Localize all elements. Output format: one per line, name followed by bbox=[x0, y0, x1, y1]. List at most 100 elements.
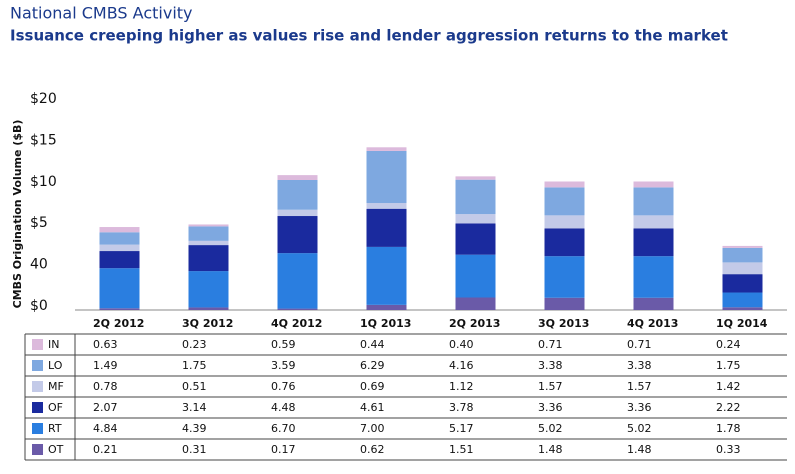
table-cell: 6.70 bbox=[271, 422, 296, 435]
bar-segment bbox=[188, 271, 229, 308]
legend-swatch bbox=[32, 402, 43, 413]
bar-segment bbox=[366, 208, 407, 247]
table-cell: 0.44 bbox=[360, 338, 385, 351]
y-tick-label: 40 bbox=[30, 257, 48, 273]
bar-segment bbox=[544, 228, 585, 257]
table-cell: 3.38 bbox=[538, 359, 563, 372]
legend-label: RT bbox=[48, 422, 62, 435]
bar-segment bbox=[188, 245, 229, 272]
table-cell: 1.78 bbox=[716, 422, 741, 435]
table-cell: 1.51 bbox=[449, 443, 474, 456]
table-cell: 0.69 bbox=[360, 380, 385, 393]
x-tick-label: 3Q 2012 bbox=[182, 317, 233, 330]
bar-segment bbox=[277, 209, 318, 217]
bar-segment bbox=[99, 268, 140, 309]
table-cell: 0.78 bbox=[93, 380, 118, 393]
bar-segment bbox=[188, 226, 229, 241]
table-cell: 1.48 bbox=[627, 443, 652, 456]
x-tick-label: 4Q 2012 bbox=[271, 317, 322, 330]
bar-segment bbox=[633, 187, 674, 216]
table-cell: 4.84 bbox=[93, 422, 118, 435]
bar-segment bbox=[366, 147, 407, 151]
bar-segment bbox=[99, 251, 140, 269]
legend-label: OF bbox=[48, 401, 63, 414]
table-cell: 0.31 bbox=[182, 443, 207, 456]
table-cell: 6.29 bbox=[360, 359, 385, 372]
table-cell: 3.36 bbox=[538, 401, 563, 414]
x-tick-label: 2Q 2013 bbox=[449, 317, 500, 330]
x-tick-label: 3Q 2013 bbox=[538, 317, 589, 330]
bar-segment bbox=[277, 175, 318, 181]
legend-label: OT bbox=[48, 443, 64, 456]
bar-segment bbox=[99, 232, 140, 245]
table-cell: 0.23 bbox=[182, 338, 207, 351]
bar-segment bbox=[633, 215, 674, 229]
y-tick-label: $5 bbox=[30, 215, 48, 231]
bar-segment bbox=[99, 308, 140, 310]
bar-segment bbox=[633, 297, 674, 310]
bar-segment bbox=[544, 187, 585, 216]
table-cell: 3.38 bbox=[627, 359, 652, 372]
legend-label: LO bbox=[48, 359, 63, 372]
bar-segment bbox=[544, 297, 585, 310]
table-cell: 2.07 bbox=[93, 401, 118, 414]
legend-swatch bbox=[32, 444, 43, 455]
table-cell: 0.33 bbox=[716, 443, 741, 456]
table-cell: 0.40 bbox=[449, 338, 474, 351]
table-cell: 3.36 bbox=[627, 401, 652, 414]
bar-segment bbox=[188, 224, 229, 227]
bar-segment bbox=[277, 253, 318, 309]
bar-segment bbox=[633, 256, 674, 298]
bar-segment bbox=[722, 274, 763, 293]
y-tick-label: $10 bbox=[30, 174, 57, 190]
legend-swatch bbox=[32, 339, 43, 350]
table-cell: 7.00 bbox=[360, 422, 385, 435]
bar-segment bbox=[633, 181, 674, 188]
table-cell: 4.48 bbox=[271, 401, 296, 414]
table-cell: 0.63 bbox=[93, 338, 118, 351]
bar-segment bbox=[455, 214, 496, 224]
table-cell: 0.51 bbox=[182, 380, 207, 393]
bar-segment bbox=[366, 150, 407, 204]
table-cell: 5.02 bbox=[538, 422, 563, 435]
x-tick-label: 1Q 2013 bbox=[360, 317, 411, 330]
bar-segment bbox=[366, 304, 407, 310]
table-cell: 1.42 bbox=[716, 380, 741, 393]
bar-segment bbox=[455, 297, 496, 310]
table-cell: 3.78 bbox=[449, 401, 474, 414]
y-tick-label: $20 bbox=[30, 91, 57, 107]
bar-segment bbox=[722, 247, 763, 263]
bar-segment bbox=[455, 223, 496, 255]
table-cell: 5.17 bbox=[449, 422, 474, 435]
bar-segment bbox=[722, 245, 763, 248]
table-cell: 5.02 bbox=[627, 422, 652, 435]
bar-segment bbox=[366, 203, 407, 209]
bar-segment bbox=[277, 180, 318, 210]
x-tick-label: 4Q 2013 bbox=[627, 317, 678, 330]
bar-segment bbox=[188, 240, 229, 246]
bar-segment bbox=[455, 176, 496, 180]
table-cell: 1.75 bbox=[182, 359, 207, 372]
table-cell: 3.14 bbox=[182, 401, 207, 414]
bar-segment bbox=[722, 307, 763, 310]
table-cell: 4.39 bbox=[182, 422, 207, 435]
table-cell: 0.17 bbox=[271, 443, 296, 456]
bar-segment bbox=[544, 215, 585, 229]
bar-segment bbox=[366, 246, 407, 305]
bar-segment bbox=[277, 308, 318, 310]
table-cell: 1.12 bbox=[449, 380, 474, 393]
legend-label: IN bbox=[48, 338, 59, 351]
table-cell: 1.57 bbox=[627, 380, 652, 393]
legend-swatch bbox=[32, 360, 43, 371]
bar-segment bbox=[455, 179, 496, 215]
bar-segment bbox=[188, 307, 229, 310]
bar-segment bbox=[455, 254, 496, 298]
bar-segment bbox=[99, 227, 140, 233]
table-cell: 3.59 bbox=[271, 359, 296, 372]
table-cell: 0.24 bbox=[716, 338, 741, 351]
table-cell: 0.21 bbox=[93, 443, 118, 456]
table-cell: 2.22 bbox=[716, 401, 741, 414]
table-cell: 1.75 bbox=[716, 359, 741, 372]
table-cell: 0.76 bbox=[271, 380, 296, 393]
